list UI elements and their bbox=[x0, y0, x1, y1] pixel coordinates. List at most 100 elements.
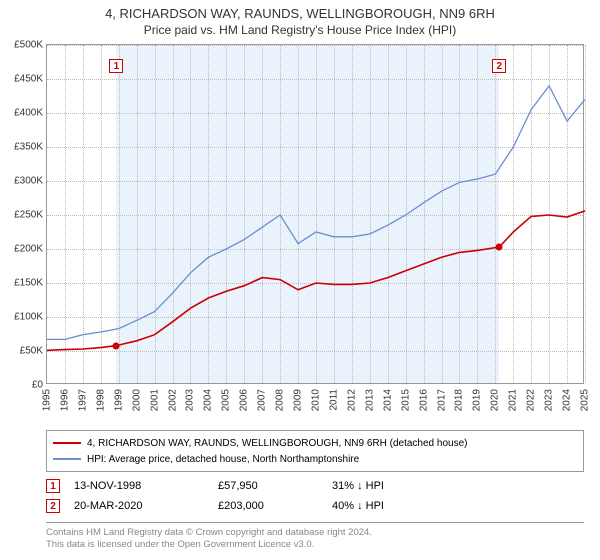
gridline-vertical bbox=[155, 45, 156, 383]
chart-area: £0£50K£100K£150K£200K£250K£300K£350K£400… bbox=[46, 44, 584, 384]
sale-row: 1 13-NOV-1998 £57,950 31% ↓ HPI bbox=[46, 476, 584, 496]
y-axis-tick-label: £0 bbox=[0, 380, 43, 391]
gridline-vertical bbox=[585, 45, 586, 383]
gridline-vertical bbox=[388, 45, 389, 383]
y-axis-tick-label: £50K bbox=[0, 346, 43, 357]
gridline-vertical bbox=[83, 45, 84, 383]
x-axis-tick-label: 2015 bbox=[400, 389, 411, 411]
gridline-vertical bbox=[65, 45, 66, 383]
gridline-vertical bbox=[531, 45, 532, 383]
gridline-vertical bbox=[101, 45, 102, 383]
x-axis-tick-label: 2009 bbox=[293, 389, 304, 411]
gridline-vertical bbox=[173, 45, 174, 383]
gridline-vertical bbox=[280, 45, 281, 383]
y-axis-tick-label: £200K bbox=[0, 244, 43, 255]
gridline-vertical bbox=[459, 45, 460, 383]
chart-title: 4, RICHARDSON WAY, RAUNDS, WELLINGBOROUG… bbox=[0, 6, 600, 21]
footer-line-1: Contains HM Land Registry data © Crown c… bbox=[46, 527, 584, 539]
x-axis-tick-label: 2011 bbox=[328, 389, 339, 411]
y-axis-tick-label: £450K bbox=[0, 74, 43, 85]
gridline-vertical bbox=[208, 45, 209, 383]
y-axis-tick-label: £400K bbox=[0, 108, 43, 119]
x-axis-tick-label: 2002 bbox=[167, 389, 178, 411]
x-axis-tick-label: 2004 bbox=[203, 389, 214, 411]
legend-swatch bbox=[53, 442, 81, 444]
gridline-vertical bbox=[549, 45, 550, 383]
gridline-vertical bbox=[298, 45, 299, 383]
y-axis-tick-label: £150K bbox=[0, 278, 43, 289]
x-axis-tick-label: 1999 bbox=[113, 389, 124, 411]
footer-line-2: This data is licensed under the Open Gov… bbox=[46, 539, 584, 551]
y-axis-tick-label: £100K bbox=[0, 312, 43, 323]
gridline-vertical bbox=[244, 45, 245, 383]
sale-row-marker: 1 bbox=[46, 479, 60, 493]
y-axis-tick-label: £350K bbox=[0, 142, 43, 153]
legend-label: 4, RICHARDSON WAY, RAUNDS, WELLINGBOROUG… bbox=[87, 438, 467, 449]
gridline-vertical bbox=[137, 45, 138, 383]
x-axis-tick-label: 2017 bbox=[436, 389, 447, 411]
x-axis-tick-label: 1995 bbox=[42, 389, 53, 411]
x-axis-tick-label: 2008 bbox=[275, 389, 286, 411]
x-axis-tick-label: 2018 bbox=[454, 389, 465, 411]
chart-legend: 4, RICHARDSON WAY, RAUNDS, WELLINGBOROUG… bbox=[46, 430, 584, 472]
x-axis-tick-label: 2012 bbox=[346, 389, 357, 411]
x-axis-tick-label: 2007 bbox=[257, 389, 268, 411]
gridline-vertical bbox=[495, 45, 496, 383]
gridline-vertical bbox=[226, 45, 227, 383]
gridline-horizontal bbox=[47, 79, 583, 80]
gridline-vertical bbox=[316, 45, 317, 383]
gridline-horizontal bbox=[47, 283, 583, 284]
sale-row: 220-MAR-2020£203,00040% ↓ HPI bbox=[46, 496, 584, 516]
x-axis-tick-label: 2019 bbox=[472, 389, 483, 411]
gridline-horizontal bbox=[47, 215, 583, 216]
x-axis-tick-label: 2010 bbox=[311, 389, 322, 411]
x-axis-tick-label: 2022 bbox=[526, 389, 537, 411]
legend-swatch bbox=[53, 458, 81, 460]
gridline-horizontal bbox=[47, 249, 583, 250]
x-axis-tick-label: 1997 bbox=[77, 389, 88, 411]
legend-label: HPI: Average price, detached house, Nort… bbox=[87, 454, 359, 465]
x-axis-tick-label: 2013 bbox=[364, 389, 375, 411]
x-axis-tick-label: 2006 bbox=[239, 389, 250, 411]
x-axis-tick-label: 2025 bbox=[580, 389, 591, 411]
gridline-vertical bbox=[334, 45, 335, 383]
gridline-vertical bbox=[190, 45, 191, 383]
y-axis-tick-label: £500K bbox=[0, 40, 43, 51]
chart-subtitle: Price paid vs. HM Land Registry's House … bbox=[0, 23, 600, 37]
gridline-horizontal bbox=[47, 317, 583, 318]
sale-row-marker: 2 bbox=[46, 499, 60, 513]
sale-row-pct: 40% ↓ HPI bbox=[332, 500, 442, 512]
x-axis-tick-label: 2016 bbox=[418, 389, 429, 411]
gridline-horizontal bbox=[47, 113, 583, 114]
gridline-vertical bbox=[406, 45, 407, 383]
sale-row-pct: 31% ↓ HPI bbox=[332, 480, 442, 492]
x-axis-tick-label: 2020 bbox=[490, 389, 501, 411]
gridline-vertical bbox=[567, 45, 568, 383]
gridline-vertical bbox=[352, 45, 353, 383]
sale-marker-dot bbox=[113, 342, 120, 349]
x-axis-tick-label: 1996 bbox=[59, 389, 70, 411]
y-axis-tick-label: £250K bbox=[0, 210, 43, 221]
sale-row-date: 13-NOV-1998 bbox=[74, 480, 204, 492]
chart-plot: £0£50K£100K£150K£200K£250K£300K£350K£400… bbox=[46, 44, 584, 384]
gridline-vertical bbox=[370, 45, 371, 383]
x-axis-tick-label: 2024 bbox=[562, 389, 573, 411]
chart-container: 4, RICHARDSON WAY, RAUNDS, WELLINGBOROUG… bbox=[0, 0, 600, 560]
x-axis-tick-label: 2023 bbox=[544, 389, 555, 411]
chart-footer: Contains HM Land Registry data © Crown c… bbox=[46, 522, 584, 551]
sale-row-price: £57,950 bbox=[218, 480, 318, 492]
gridline-horizontal bbox=[47, 45, 583, 46]
x-axis-tick-label: 2005 bbox=[221, 389, 232, 411]
x-axis-tick-label: 2021 bbox=[508, 389, 519, 411]
sale-marker-box: 2 bbox=[492, 59, 506, 73]
sale-row-date: 20-MAR-2020 bbox=[74, 500, 204, 512]
sales-table: 1 13-NOV-1998 £57,950 31% ↓ HPI 2 20-MAR-2020… bbox=[46, 476, 584, 516]
legend-row: 4, RICHARDSON WAY, RAUNDS, WELLINGBOROUG… bbox=[53, 435, 577, 451]
gridline-vertical bbox=[442, 45, 443, 383]
gridline-vertical bbox=[119, 45, 120, 383]
gridline-horizontal bbox=[47, 181, 583, 182]
x-axis-tick-label: 2014 bbox=[382, 389, 393, 411]
y-axis-tick-label: £300K bbox=[0, 176, 43, 187]
sale-marker-box: 1 bbox=[109, 59, 123, 73]
sale-marker-dot bbox=[496, 243, 503, 250]
